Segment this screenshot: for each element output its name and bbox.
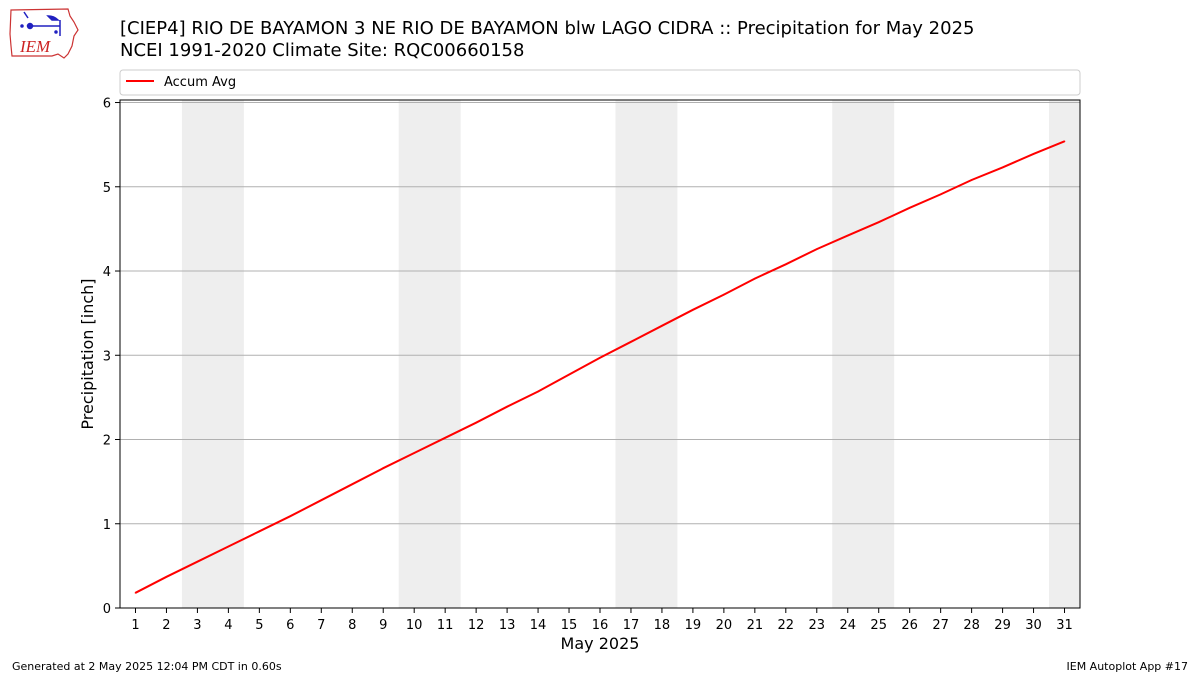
title-line-1: [CIEP4] RIO DE BAYAMON 3 NE RIO DE BAYAM…	[120, 18, 975, 39]
x-tick-label: 5	[255, 618, 263, 633]
weather-station-icon	[20, 11, 61, 36]
logo-text: IEM	[19, 37, 51, 56]
y-tick-label: 5	[103, 181, 111, 196]
iem-logo: IEM	[9, 8, 79, 59]
data-point	[661, 324, 663, 327]
x-tick-label: 25	[870, 618, 887, 633]
data-point	[846, 234, 849, 237]
y-tick-label: 6	[103, 97, 111, 112]
iowa-outline-icon	[9, 8, 79, 59]
data-point	[196, 560, 199, 563]
x-tick-label: 19	[685, 618, 702, 633]
x-tick-label: 31	[1056, 618, 1073, 633]
x-axis: 1 2 3 4 5 6 7 8 9 10 11 12 13 14 15 16 17 18 19 20 21 22 23 24 2…	[131, 608, 1073, 633]
data-point	[289, 515, 292, 517]
x-tick-label: 3	[193, 618, 201, 633]
generated-note: Generated at 2 May 2025 12:04 PM CDT in …	[12, 660, 282, 673]
data-point	[692, 308, 694, 311]
data-point	[537, 390, 539, 393]
data-point	[444, 437, 446, 439]
data-point	[599, 356, 601, 359]
data-point	[630, 340, 632, 343]
x-tick-label: 30	[1025, 618, 1042, 633]
weekend-band	[181, 100, 244, 608]
x-tick-label: 24	[839, 618, 856, 633]
title-line-2: NCEI 1991-2020 Climate Site: RQC00660158	[120, 40, 525, 61]
weekend-band	[832, 100, 895, 608]
series-line	[135, 140, 1065, 594]
series-layer	[134, 140, 1066, 594]
plot-frame	[119, 99, 1081, 609]
y-axis: 0 1 2 3 4 5 6	[103, 97, 120, 617]
weekend-band	[1049, 100, 1080, 608]
x-tick-label: 14	[530, 618, 547, 633]
x-tick-label: 12	[468, 618, 485, 633]
x-tick-label: 13	[499, 618, 516, 633]
data-point	[227, 545, 230, 548]
data-point	[785, 263, 787, 266]
gridlines	[120, 102, 1080, 609]
weekend-band	[615, 100, 678, 608]
chart-title: [CIEP4] RIO DE BAYAMON 3 NE RIO DE BAYAM…	[120, 18, 975, 62]
y-tick-label: 2	[103, 434, 111, 449]
x-tick-label: 4	[224, 618, 232, 633]
x-tick-label: 2	[162, 618, 170, 633]
x-tick-label: 20	[716, 618, 733, 633]
legend: Accum Avg	[119, 69, 1081, 96]
x-tick-label: 6	[286, 618, 294, 633]
y-tick-label: 4	[103, 265, 111, 280]
data-point	[1063, 140, 1066, 143]
data-point	[351, 483, 354, 485]
data-point	[723, 293, 725, 296]
data-point	[754, 277, 756, 280]
y-tick-label: 0	[103, 602, 111, 617]
data-point	[568, 373, 570, 376]
x-tick-label: 27	[932, 618, 949, 633]
x-tick-label: 21	[747, 618, 764, 633]
x-tick-label: 1	[131, 618, 139, 633]
x-tick-label: 17	[623, 618, 640, 633]
legend-box	[119, 69, 1081, 96]
x-tick-label: 28	[963, 618, 980, 633]
x-tick-label: 7	[317, 618, 325, 633]
legend-label: Accum Avg	[164, 75, 236, 90]
x-tick-label: 23	[809, 618, 826, 633]
x-tick-label: 29	[994, 618, 1011, 633]
weekend-band	[398, 100, 461, 608]
data-point	[320, 499, 323, 501]
y-axis-label: Precipitation [inch]	[78, 278, 97, 429]
data-point	[165, 576, 168, 578]
x-tick-label: 9	[379, 618, 387, 633]
data-point	[815, 248, 818, 250]
app-id: IEM Autoplot App #17	[1066, 660, 1189, 673]
y-tick-label: 3	[103, 349, 111, 364]
x-tick-label: 15	[561, 618, 578, 633]
data-point	[939, 193, 942, 196]
data-point	[908, 207, 911, 209]
x-tick-label: 26	[901, 618, 918, 633]
data-point	[382, 467, 385, 469]
data-point	[258, 530, 261, 533]
data-point	[1032, 153, 1035, 155]
x-tick-label: 18	[654, 618, 671, 633]
data-point	[970, 179, 973, 181]
data-point	[413, 452, 415, 454]
x-axis-label: May 2025	[561, 634, 640, 653]
data-point	[506, 405, 508, 408]
data-point	[475, 421, 477, 424]
weekend-bands	[181, 100, 1080, 608]
x-tick-label: 16	[592, 618, 609, 633]
x-tick-label: 22	[778, 618, 795, 633]
x-tick-label: 8	[348, 618, 356, 633]
x-tick-label: 11	[437, 618, 454, 633]
data-point	[877, 221, 880, 223]
y-tick-label: 1	[103, 518, 111, 533]
data-point	[134, 592, 137, 594]
data-point	[1001, 166, 1004, 169]
x-tick-label: 10	[406, 618, 423, 633]
